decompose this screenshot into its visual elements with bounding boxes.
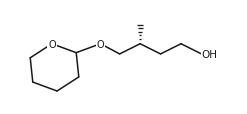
Text: O: O <box>97 39 104 49</box>
Text: OH: OH <box>202 49 217 59</box>
Text: O: O <box>48 39 56 49</box>
